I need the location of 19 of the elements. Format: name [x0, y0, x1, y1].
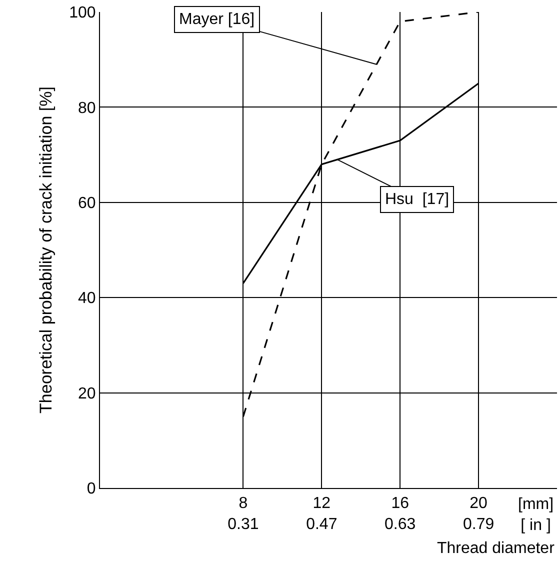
- x-tick-label: 12: [312, 495, 331, 512]
- y-tick-label: 40: [78, 290, 96, 308]
- x2-tick-label: 0.63: [384, 516, 416, 533]
- y-tick-label: 20: [78, 385, 96, 402]
- x2-tick-label: 0.79: [462, 516, 494, 533]
- y-tick-label: 0: [86, 480, 96, 498]
- x-axis-title: Thread diameter: [437, 540, 556, 557]
- text: Mayer [16]: [179, 11, 255, 28]
- y-tick-label: 80: [78, 100, 96, 117]
- y-tick-label: 60: [78, 195, 96, 212]
- x-tick-label: 8: [238, 495, 248, 512]
- x2-tick-label: 0.47: [306, 516, 338, 533]
- y-axis-title: Theoretical probability of crack initiation [%]: [36, 86, 56, 414]
- y-tick-label: 100: [69, 4, 96, 22]
- x-tick-label: 20: [470, 495, 488, 512]
- text: [mm] [ in ]: [518, 496, 554, 534]
- x2-tick-label: 0.31: [228, 516, 259, 533]
- text: Hsu [17]: [385, 191, 450, 208]
- x-tick-label: 16: [391, 495, 410, 512]
